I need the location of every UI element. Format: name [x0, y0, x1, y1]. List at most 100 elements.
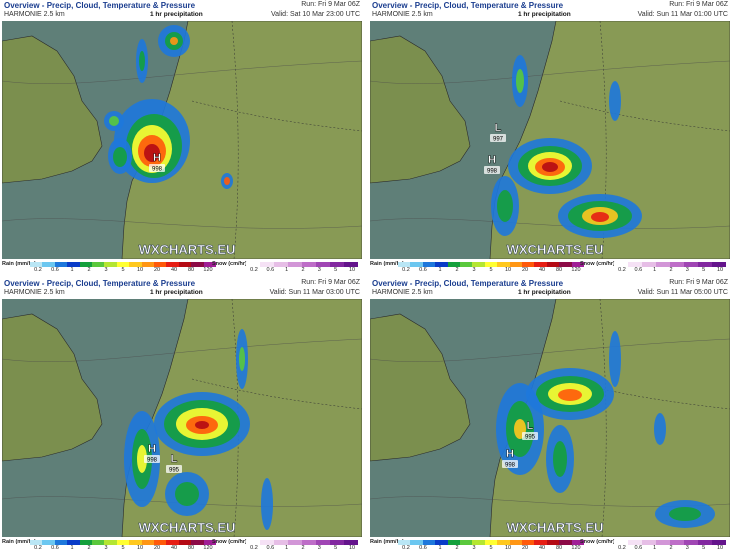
- rain-scale-swatch: [509, 540, 523, 545]
- snow-scale-swatch: [274, 262, 288, 267]
- high-pressure-symbol: H: [148, 443, 156, 455]
- pressure-value-bg: [490, 134, 506, 142]
- snow-tick-label: 10: [716, 545, 724, 551]
- rain-scale-swatch: [191, 540, 204, 545]
- rain-scale-swatch: [141, 540, 155, 545]
- rain-tick-label: 0.6: [419, 267, 427, 273]
- rain-scale-swatch: [116, 540, 130, 545]
- rain-tick-label: 1: [438, 545, 442, 551]
- snow-tick-label: 10: [716, 267, 724, 273]
- run-time: Run: Fri 9 Mar 06Z: [669, 1, 728, 8]
- precip-cell: [113, 147, 127, 167]
- pressure-value: 995: [169, 468, 180, 474]
- snow-scale-swatch: [344, 262, 358, 267]
- panel-header: Overview - Precip, Cloud, Temperature & …: [368, 278, 732, 298]
- snow-scale-swatch: [614, 540, 628, 545]
- rain-color-scale: [30, 262, 217, 267]
- isobar: [370, 218, 730, 229]
- valid-time: Valid: Sun 11 Mar 05:00 UTC: [637, 289, 728, 296]
- snow-scale-swatch: [302, 262, 316, 267]
- rain-scale-swatch: [571, 262, 585, 267]
- snow-tick-label: 5: [702, 545, 706, 551]
- pressure-value: 998: [487, 169, 498, 175]
- rain-scale-swatch: [472, 262, 485, 267]
- rain-tick-label: 0.2: [34, 267, 42, 273]
- rain-tick-label: 2: [87, 267, 91, 273]
- valid-time: Valid: Sat 10 Mar 23:00 UTC: [271, 11, 360, 18]
- snow-scale-swatch: [684, 540, 698, 545]
- snow-tick-label: 0.6: [266, 267, 275, 273]
- low-pressure-symbol: L: [495, 122, 502, 134]
- snow-scale-swatch: [642, 262, 656, 267]
- precip-legend: Rain (mm/hr) 0.2 0.6 1 2 3 5 10 20 40 80 120 Snow …: [368, 260, 732, 273]
- snow-scale-swatch: [288, 540, 302, 545]
- rain-scale-swatch: [460, 540, 473, 545]
- rain-tick-label: 0.6: [51, 545, 59, 551]
- rain-scale-swatch: [42, 540, 55, 545]
- pressure-value-bg: [522, 432, 538, 440]
- snow-scale-swatch: [712, 262, 726, 267]
- forecast-panel-4: Overview - Precip, Cloud, Temperature & …: [368, 278, 732, 551]
- map-canvas: H 998 L 995 WXCHARTS.EU: [2, 299, 362, 537]
- watermark-text: WXCHARTS.EU: [507, 242, 604, 257]
- model-label: HARMONIE 2.5 km: [372, 289, 433, 296]
- rain-scale-swatch: [410, 262, 423, 267]
- field-label: 1 hr precipitation: [150, 289, 203, 296]
- watermark-text: WXCHARTS.EU: [507, 520, 604, 535]
- snow-tick-label: 3: [685, 267, 689, 273]
- uk-landmass: [370, 313, 471, 462]
- snow-scale-swatch: [628, 262, 642, 267]
- rain-tick-label: 10: [136, 545, 144, 551]
- rain-tick-label: 120: [203, 267, 213, 273]
- rain-scale-swatch: [435, 540, 448, 545]
- uk-landmass: [2, 313, 103, 462]
- snow-tick-label: 2: [669, 545, 673, 551]
- rain-scale-swatch: [104, 262, 117, 267]
- rain-tick-label: 80: [187, 545, 195, 551]
- border-line: [599, 21, 607, 259]
- snow-scale-swatch: [684, 262, 698, 267]
- rain-legend-label: Rain (mm/hr): [2, 539, 36, 545]
- rain-scale-swatch: [497, 262, 510, 267]
- rain-scale-swatch: [203, 262, 217, 267]
- field-label: 1 hr precipitation: [150, 11, 203, 18]
- rain-tick-label: 120: [203, 545, 213, 551]
- snow-tick-label: 5: [334, 545, 338, 551]
- snow-legend-label: Snow (cm/hr): [212, 261, 247, 267]
- isobar: [2, 60, 362, 84]
- rain-scale-swatch: [154, 540, 167, 545]
- precip-cell: [669, 507, 701, 521]
- watermark-text: WXCHARTS.EU: [139, 242, 236, 257]
- rain-scale-swatch: [116, 262, 130, 267]
- panel-title: Overview - Precip, Cloud, Temperature & …: [4, 279, 196, 288]
- rain-tick-label: 10: [136, 267, 144, 273]
- panel-title: Overview - Precip, Cloud, Temperature & …: [372, 1, 564, 10]
- snow-color-scale: [614, 262, 726, 267]
- rain-tick-label: 10: [504, 545, 512, 551]
- rain-scale-swatch: [534, 540, 547, 545]
- rain-tick-label: 40: [538, 267, 546, 273]
- precip-map: H 998 WXCHARTS.EU: [2, 21, 362, 259]
- rain-tick-label: 120: [571, 267, 581, 273]
- run-time: Run: Fri 9 Mar 06Z: [301, 279, 360, 286]
- precip-cell: [239, 347, 245, 371]
- rain-scale-swatch: [522, 262, 535, 267]
- rain-scale-swatch: [422, 262, 436, 267]
- pressure-value: 998: [147, 458, 158, 464]
- rain-scale-swatch: [92, 262, 105, 267]
- snow-tick-label: 0.2: [250, 545, 258, 551]
- precip-cell: [654, 413, 666, 445]
- rain-scale-swatch: [398, 262, 411, 267]
- rain-tick-label: 3: [472, 267, 476, 273]
- rain-tick-label: 0.2: [34, 545, 42, 551]
- snow-scale-swatch: [656, 262, 670, 267]
- precip-cell: [497, 190, 513, 222]
- rain-scale-swatch: [497, 540, 510, 545]
- rain-scale-swatch: [571, 540, 585, 545]
- snow-tick-label: 0.6: [634, 545, 643, 551]
- rain-tick-label: 3: [104, 545, 108, 551]
- snow-tick-label: 2: [301, 267, 305, 273]
- model-label: HARMONIE 2.5 km: [372, 11, 433, 18]
- rain-legend-label: Rain (mm/hr): [370, 539, 404, 545]
- pressure-value: 998: [505, 463, 516, 469]
